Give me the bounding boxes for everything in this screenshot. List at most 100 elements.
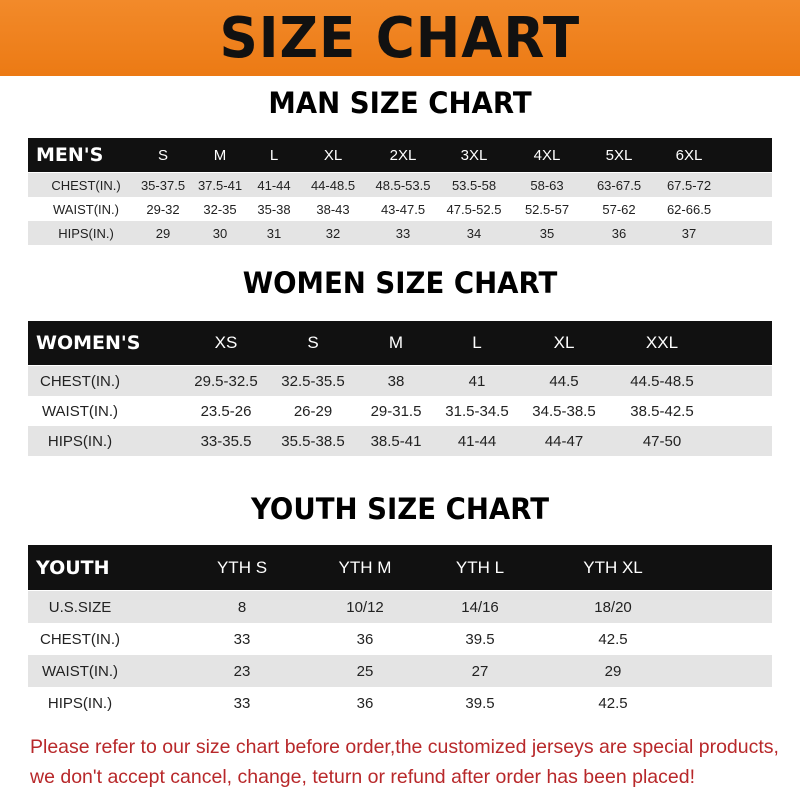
table-cell: 47-50	[642, 432, 682, 450]
table-cell: 41	[468, 372, 486, 390]
women-size-table: WOMEN'S XS S M L XL XXL CHEST(IN.) 29.5-32.5 32.5…	[28, 321, 772, 456]
table-cell: 44.5	[549, 372, 579, 390]
table-cell: 34	[466, 225, 482, 241]
table-cell: 29	[604, 662, 622, 680]
table-cell: 33-35.5	[200, 432, 252, 450]
row-label: HIPS(IN.)	[47, 432, 113, 450]
table-row: WAIST(IN.) 23.5-26 26-29 29-31.5 31.5-34.5 34…	[28, 396, 772, 426]
size-chart-banner: SIZE CHART	[0, 0, 800, 76]
table-cell: 10/12	[346, 598, 384, 616]
banner-title: SIZE CHART	[219, 5, 581, 71]
row-label: CHEST(IN.)	[40, 630, 120, 648]
table-cell: 35-37.5	[140, 177, 186, 193]
row-label: WAIST(IN.)	[41, 402, 119, 420]
size-header-cell: XXL	[645, 333, 679, 352]
size-header-cell: L	[472, 333, 482, 352]
table-cell: 38	[387, 372, 405, 390]
table-cell: 44.5-48.5	[630, 372, 694, 390]
table-cell: 41-44	[457, 432, 497, 450]
row-label: WAIST(IN.)	[53, 201, 119, 217]
table-cell: 42.5	[598, 630, 628, 648]
table-cell: 37.5-41	[197, 177, 243, 193]
table-cell: 32.5-35.5	[281, 372, 345, 390]
table-row: CHEST(IN.) 29.5-32.5 32.5-35.5 38 41 44.5 44.5…	[28, 366, 772, 396]
table-row: CHEST(IN.) 35-37.5 37.5-41 41-44 44-48.5 48.5…	[28, 173, 772, 197]
table-cell: 38.5-42.5	[630, 402, 694, 420]
size-header-cell: YTH S	[216, 557, 268, 577]
table-cell: 44-47	[544, 432, 584, 450]
table-cell: 62-66.5	[666, 201, 712, 217]
table-cell: 63-67.5	[596, 177, 642, 193]
table-cell: 33	[395, 225, 411, 241]
size-header-cell: YTH XL	[583, 557, 643, 577]
size-header-cell: 6XL	[675, 146, 703, 164]
table-cell: 39.5	[465, 630, 495, 648]
table-cell: 29	[155, 225, 171, 241]
size-header-cell: 3XL	[460, 146, 488, 164]
youth-section-title: YOUTH SIZE CHART	[250, 492, 550, 526]
table-cell: 29-32	[146, 201, 180, 217]
size-header-cell: M	[388, 333, 404, 352]
table-cell: 23	[233, 662, 251, 680]
table-cell: 38.5-41	[370, 432, 422, 450]
table-cell: 35.5-38.5	[281, 432, 345, 450]
youth-size-table: YOUTH YTH S YTH M YTH L YTH XL U.S.SIZE 8 10/12…	[28, 545, 772, 719]
table-title-cell: MEN'S	[36, 144, 104, 166]
size-header-cell: S	[157, 146, 169, 164]
size-header-cell: XS	[214, 333, 238, 352]
size-header-cell: 4XL	[533, 146, 561, 164]
table-cell: 36	[356, 630, 374, 648]
table-cell: 36	[356, 694, 374, 712]
table-cell: 57-62	[602, 201, 636, 217]
size-header-cell: 5XL	[605, 146, 633, 164]
table-row: U.S.SIZE 8 10/12 14/16 18/20	[28, 591, 772, 623]
table-cell: 32-35	[203, 201, 237, 217]
size-header-cell: YTH L	[455, 557, 505, 577]
table-cell: 31	[266, 225, 282, 241]
row-label: WAIST(IN.)	[41, 662, 119, 680]
table-cell: 23.5-26	[200, 402, 252, 420]
row-label: HIPS(IN.)	[58, 225, 114, 241]
notice-line-2: we don't accept cancel, change, teturn o…	[30, 766, 695, 788]
table-cell: 37	[681, 225, 697, 241]
table-cell: 14/16	[461, 598, 499, 616]
table-cell: 27	[471, 662, 489, 680]
table-row: WAIST(IN.) 29-32 32-35 35-38 38-43 43-47.5 47.…	[28, 197, 772, 221]
table-row: CHEST(IN.) 33 36 39.5 42.5	[28, 623, 772, 655]
table-cell: 35	[539, 225, 555, 241]
table-cell: 29-31.5	[370, 402, 422, 420]
table-cell: 38-43	[316, 201, 350, 217]
table-cell: 43-47.5	[380, 201, 426, 217]
table-cell: 29.5-32.5	[194, 372, 258, 390]
size-header-cell: 2XL	[389, 146, 417, 164]
table-row: HIPS(IN.) 33 36 39.5 42.5	[28, 687, 772, 719]
table-cell: 41-44	[257, 177, 291, 193]
table-cell: 25	[356, 662, 374, 680]
women-section-title: WOMEN SIZE CHART	[242, 266, 558, 300]
table-row: HIPS(IN.) 29 30 31 32 33 34 35 36 37	[28, 221, 772, 245]
size-header-cell: XL	[553, 333, 575, 352]
table-cell: 30	[212, 225, 228, 241]
row-label: U.S.SIZE	[48, 598, 112, 616]
table-cell: 35-38	[257, 201, 291, 217]
table-cell: 33	[233, 694, 251, 712]
men-header-row: MEN'S S M L XL 2XL 3XL 4XL 5XL 6XL	[28, 138, 772, 172]
table-cell: 42.5	[598, 694, 628, 712]
men-size-table: MEN'S S M L XL 2XL 3XL 4XL 5XL 6XL CHEST(IN.) 35-37…	[28, 138, 772, 245]
table-cell: 33	[233, 630, 251, 648]
table-cell: 39.5	[465, 694, 495, 712]
size-header-cell: S	[307, 333, 319, 352]
table-row: WAIST(IN.) 23 25 27 29	[28, 655, 772, 687]
table-cell: 36	[611, 225, 627, 241]
size-header-cell: L	[269, 146, 279, 164]
table-cell: 47.5-52.5	[446, 201, 502, 217]
table-cell: 53.5-58	[451, 177, 497, 193]
notice-line-1: Please refer to our size chart before or…	[30, 736, 779, 758]
table-title-cell: WOMEN'S	[36, 332, 141, 354]
men-section-title: MAN SIZE CHART	[268, 86, 532, 120]
table-cell: 58-63	[530, 177, 564, 193]
row-label: CHEST(IN.)	[40, 372, 120, 390]
table-cell: 34.5-38.5	[532, 402, 596, 420]
table-title-cell: YOUTH	[36, 556, 110, 579]
table-cell: 18/20	[594, 598, 632, 616]
